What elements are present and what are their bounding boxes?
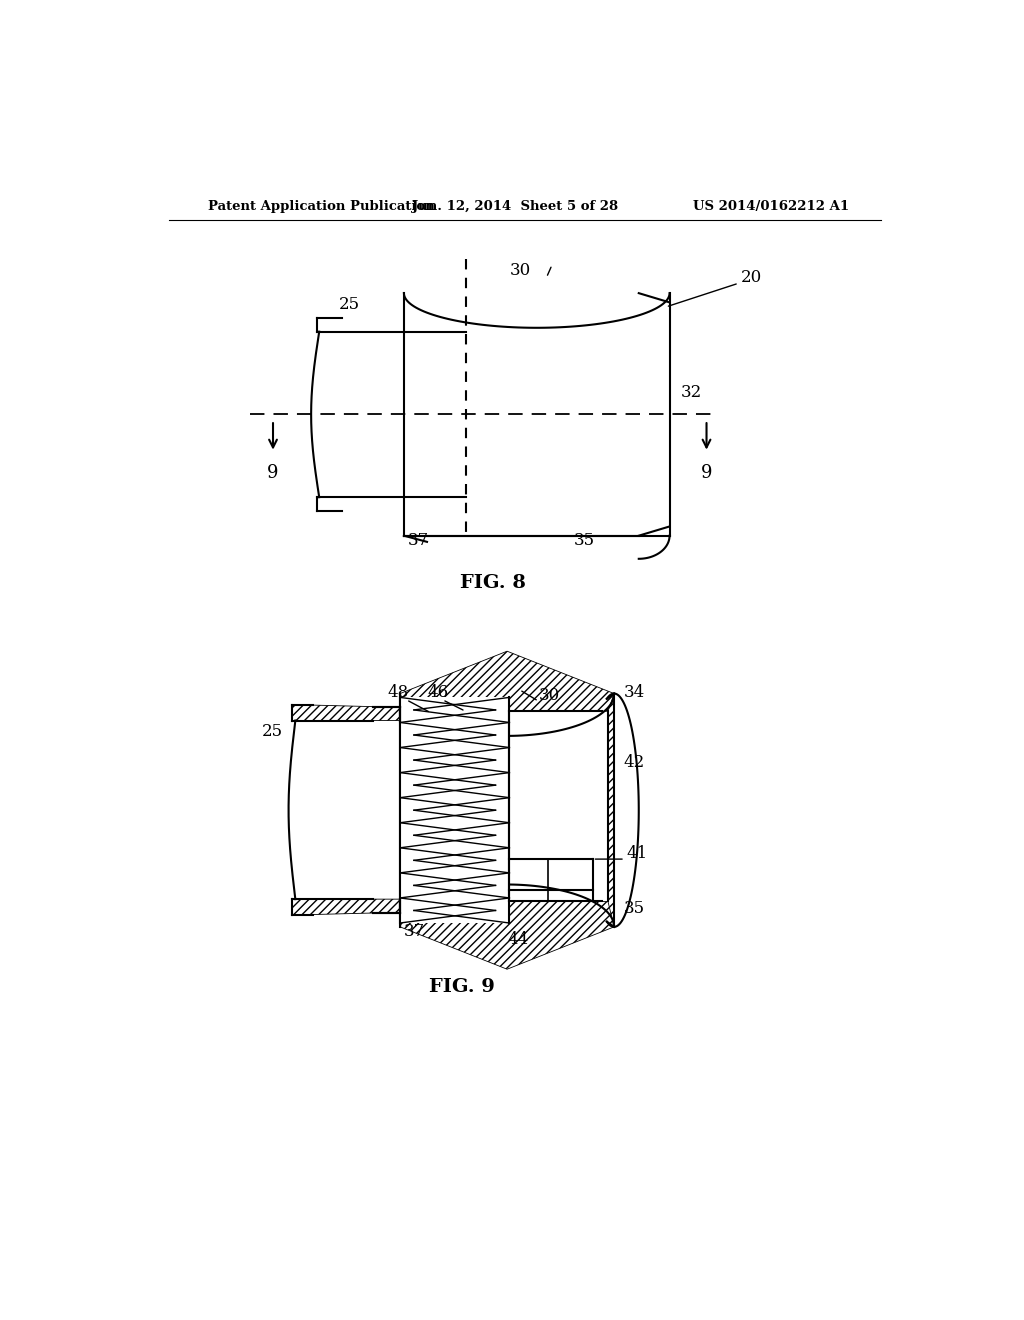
Text: 9: 9 — [267, 465, 279, 482]
Text: 48: 48 — [388, 684, 409, 701]
Text: 30: 30 — [539, 686, 560, 704]
Text: Patent Application Publication: Patent Application Publication — [208, 199, 434, 213]
Text: 32: 32 — [681, 384, 702, 401]
Text: Jun. 12, 2014  Sheet 5 of 28: Jun. 12, 2014 Sheet 5 of 28 — [412, 199, 617, 213]
Polygon shape — [400, 902, 614, 969]
Text: 9: 9 — [700, 465, 713, 482]
Text: 44: 44 — [508, 931, 529, 948]
Polygon shape — [292, 899, 509, 927]
Text: 42: 42 — [624, 754, 645, 771]
Text: FIG. 8: FIG. 8 — [460, 574, 525, 593]
Text: 37: 37 — [403, 923, 425, 940]
Text: 34: 34 — [624, 684, 645, 701]
Text: FIG. 9: FIG. 9 — [429, 978, 495, 997]
Text: 30: 30 — [510, 263, 531, 280]
Text: 35: 35 — [624, 900, 644, 917]
Polygon shape — [292, 693, 509, 721]
Text: 46: 46 — [427, 684, 449, 701]
Polygon shape — [400, 651, 614, 711]
Text: 25: 25 — [261, 723, 283, 741]
Polygon shape — [608, 693, 614, 927]
Text: 25: 25 — [339, 296, 359, 313]
Text: 20: 20 — [740, 268, 762, 285]
Text: 37: 37 — [408, 532, 429, 549]
Polygon shape — [400, 697, 509, 923]
Text: 35: 35 — [573, 532, 595, 549]
Text: 41: 41 — [627, 845, 648, 862]
Text: US 2014/0162212 A1: US 2014/0162212 A1 — [692, 199, 849, 213]
